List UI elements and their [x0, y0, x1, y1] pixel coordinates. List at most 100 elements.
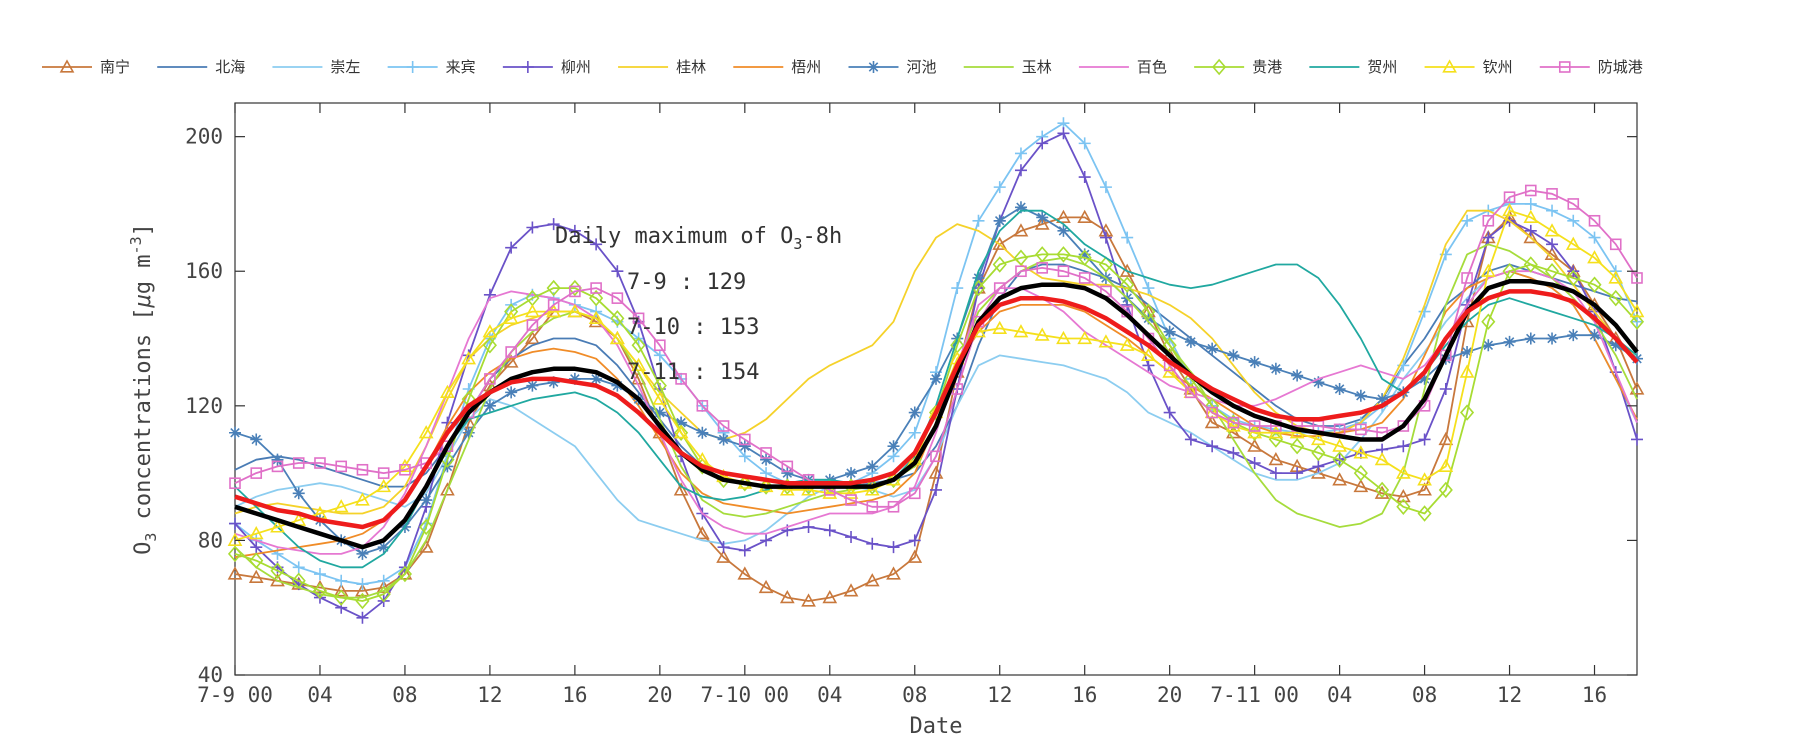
data-point [376, 586, 391, 603]
data-point [993, 214, 1006, 227]
data-point [1311, 431, 1326, 446]
data-point [1523, 229, 1539, 244]
data-point [1482, 339, 1495, 352]
x-tick-label: 04 [307, 683, 332, 707]
data-point [738, 450, 751, 463]
data-point [845, 467, 858, 480]
data-point [1290, 437, 1305, 455]
data-point [1503, 191, 1516, 204]
data-point [1375, 481, 1390, 499]
legend-label: 南宁 [100, 58, 130, 76]
data-point [568, 372, 581, 385]
data-point [887, 541, 900, 554]
data-point [992, 236, 1008, 250]
data-point [355, 592, 370, 610]
data-point [1057, 127, 1070, 140]
data-point [1524, 332, 1537, 345]
data-point [377, 541, 390, 554]
data-point [1629, 303, 1645, 318]
x-tick-label: 08 [902, 683, 927, 707]
data-point [1461, 345, 1474, 358]
data-point [1396, 498, 1411, 515]
data-point [588, 310, 604, 324]
series-layer [227, 117, 1645, 624]
data-point [483, 399, 496, 412]
data-point [1482, 214, 1495, 227]
data-point [993, 282, 1006, 294]
data-point [1354, 389, 1367, 402]
data-point [505, 386, 518, 399]
data-point [1098, 256, 1113, 273]
data-point [1120, 276, 1135, 293]
data-point [992, 256, 1007, 273]
data-point [1269, 362, 1282, 375]
legend-label: 百色 [1137, 58, 1167, 76]
data-point [1056, 330, 1071, 345]
data-point [1078, 248, 1091, 261]
data-point [376, 478, 392, 493]
data-point [1417, 472, 1432, 486]
data-point [631, 357, 646, 372]
data-point [1461, 214, 1474, 227]
data-point [314, 457, 326, 469]
series-mean-15 [234, 289, 1639, 530]
data-point [589, 289, 604, 307]
data-point [248, 569, 264, 584]
data-point [1567, 214, 1580, 227]
legend-item: 玉林 [963, 58, 1052, 76]
data-point [1332, 472, 1347, 486]
data-point [1417, 505, 1432, 522]
annotation-line-7-9: 7-9 : 129 [627, 270, 746, 295]
data-point [1098, 334, 1114, 348]
data-point [696, 426, 709, 439]
data-point [1141, 347, 1156, 361]
annotation-title-main: Daily maximum of O [555, 224, 793, 249]
data-point [1014, 201, 1027, 214]
data-point [1036, 211, 1049, 224]
legend-item: 钦州 [1424, 58, 1513, 76]
data-point [546, 303, 561, 318]
legend-item: 贵港 [1194, 58, 1282, 76]
data-point [1162, 364, 1178, 378]
data-point [547, 299, 560, 311]
data-point [399, 463, 411, 476]
data-point [779, 589, 795, 604]
data-point [1057, 265, 1070, 278]
series-line [234, 270, 1638, 555]
data-point [547, 218, 560, 231]
data-point [1057, 224, 1070, 237]
data-point [1034, 327, 1050, 341]
data-point [270, 519, 285, 533]
x-tick-label: 12 [477, 683, 502, 707]
data-point [250, 433, 263, 446]
data-point [716, 549, 731, 563]
data-point [908, 426, 921, 439]
data-point [229, 477, 241, 490]
y-tick-label: 160 [185, 259, 223, 283]
x-tick-label: 7-11 00 [1210, 683, 1299, 707]
data-point [951, 282, 964, 295]
data-point [1376, 393, 1389, 406]
data-point [546, 279, 561, 297]
data-point [1099, 181, 1112, 194]
x-axis-label: Date [910, 714, 963, 739]
data-point [1291, 467, 1304, 480]
data-point [292, 457, 305, 469]
data-point [1119, 337, 1135, 351]
legend-label: 贺州 [1367, 58, 1397, 76]
data-point [356, 547, 369, 560]
data-point [843, 583, 859, 597]
data-point [250, 467, 263, 479]
data-point [1226, 425, 1241, 439]
data-point [397, 458, 413, 472]
data-point [333, 499, 349, 513]
data-point [1227, 416, 1240, 429]
data-point [1078, 171, 1091, 184]
data-point [611, 379, 624, 392]
data-point [822, 589, 838, 604]
data-point [652, 391, 668, 405]
annotation-title-end: -8h [802, 224, 842, 249]
data-point [397, 565, 412, 583]
legend-marker [521, 61, 534, 73]
legend-marker [1442, 59, 1457, 73]
